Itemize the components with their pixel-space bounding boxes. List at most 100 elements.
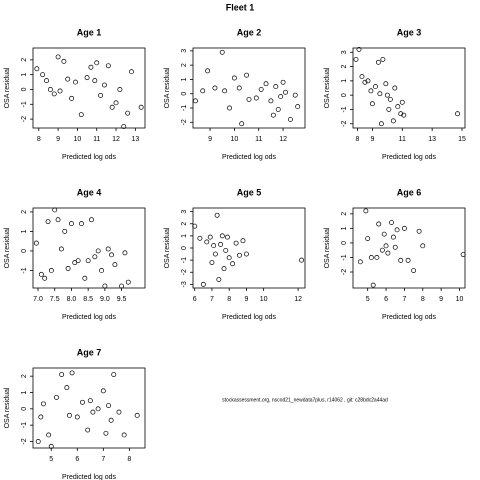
point (385, 250, 391, 256)
point (365, 78, 371, 84)
point (280, 79, 286, 85)
x-tick-label: 12 (279, 136, 287, 143)
x-tick-label: 7 (402, 296, 406, 303)
point (389, 220, 395, 225)
y-axis-label: OSA residual (324, 227, 331, 268)
point (222, 88, 228, 94)
point (287, 116, 293, 122)
point (109, 104, 115, 110)
point (295, 104, 301, 110)
x-tick-label: 10 (74, 136, 82, 143)
point (227, 105, 232, 111)
point (460, 252, 466, 257)
point (38, 414, 44, 420)
point (390, 234, 396, 240)
y-axis-label: OSA residual (164, 67, 171, 108)
y-axis-label: OSA residual (4, 227, 11, 268)
x-tick-label: 6 (75, 456, 79, 463)
point (129, 69, 134, 75)
footnote: stockassessment.org, nscod21_newdata7plu… (222, 397, 388, 403)
x-axis-label: Predicted log ods (62, 314, 117, 321)
point (395, 104, 401, 110)
point (200, 281, 206, 287)
y-tick-label: 0 (21, 87, 28, 91)
point (204, 239, 210, 245)
point (35, 439, 41, 444)
point (75, 258, 81, 264)
x-tick-label: 10 (260, 296, 268, 303)
panel-title: Age 4 (77, 187, 102, 197)
point (197, 235, 203, 241)
point (236, 85, 242, 91)
y-axis-label: OSA residual (4, 67, 11, 108)
point (87, 398, 93, 404)
point (40, 401, 46, 407)
x-tick-label: 9.5 (117, 296, 127, 303)
point (357, 259, 363, 265)
point (380, 56, 386, 62)
x-tick-label: 8 (227, 296, 231, 303)
y-tick-label: 0 (181, 92, 188, 96)
point (270, 112, 276, 118)
point (45, 219, 51, 225)
x-tick-label: 7.5 (50, 296, 60, 303)
y-tick-label: 0 (21, 407, 28, 411)
x-tick-label: 5 (49, 456, 53, 463)
y-tick-label: 1 (181, 234, 188, 238)
point (405, 257, 411, 263)
point (200, 88, 206, 94)
point (381, 231, 387, 237)
point (46, 432, 52, 438)
x-tick-label: 9.0 (100, 296, 110, 303)
plot-frame (192, 47, 306, 129)
y-tick-label: 3 (341, 50, 348, 54)
point (383, 81, 389, 87)
point (112, 262, 118, 268)
point (79, 221, 84, 227)
point (392, 244, 398, 250)
point (253, 95, 259, 101)
plot-frame (352, 47, 466, 129)
point (401, 225, 407, 231)
x-tick-label: 11 (93, 136, 100, 143)
x-tick-label: 5 (366, 296, 370, 303)
x-tick-label: 9 (208, 136, 212, 143)
point (89, 217, 94, 223)
point (219, 233, 225, 239)
y-tick-label: -2 (341, 269, 348, 275)
point (292, 92, 298, 98)
point (401, 112, 407, 118)
figure-title: Fleet 1 (226, 2, 255, 12)
plot-frame (32, 207, 146, 289)
point (62, 228, 68, 234)
y-tick-label: 2 (341, 212, 348, 216)
point (109, 252, 115, 258)
point (369, 101, 375, 107)
point (44, 78, 49, 84)
point (239, 121, 245, 127)
x-tick-label: 15 (458, 136, 466, 143)
point (209, 260, 215, 265)
y-tick-label: -2 (181, 269, 188, 275)
point (219, 49, 225, 55)
point (362, 79, 368, 85)
point (106, 403, 111, 409)
point (125, 279, 131, 285)
point (299, 257, 305, 263)
x-tick-label: 7 (101, 456, 105, 463)
point (379, 247, 385, 253)
x-tick-label: 6 (384, 296, 388, 303)
point (233, 240, 239, 246)
y-tick-label: -2 (181, 119, 188, 125)
point (68, 221, 74, 227)
panel-title: Age 1 (77, 27, 102, 37)
point (365, 236, 371, 241)
plot-frame (32, 367, 146, 449)
point (216, 277, 222, 282)
x-tick-label: 8.0 (67, 296, 77, 303)
point (223, 247, 229, 253)
panel-title: Age 2 (237, 27, 262, 37)
point (92, 78, 98, 84)
